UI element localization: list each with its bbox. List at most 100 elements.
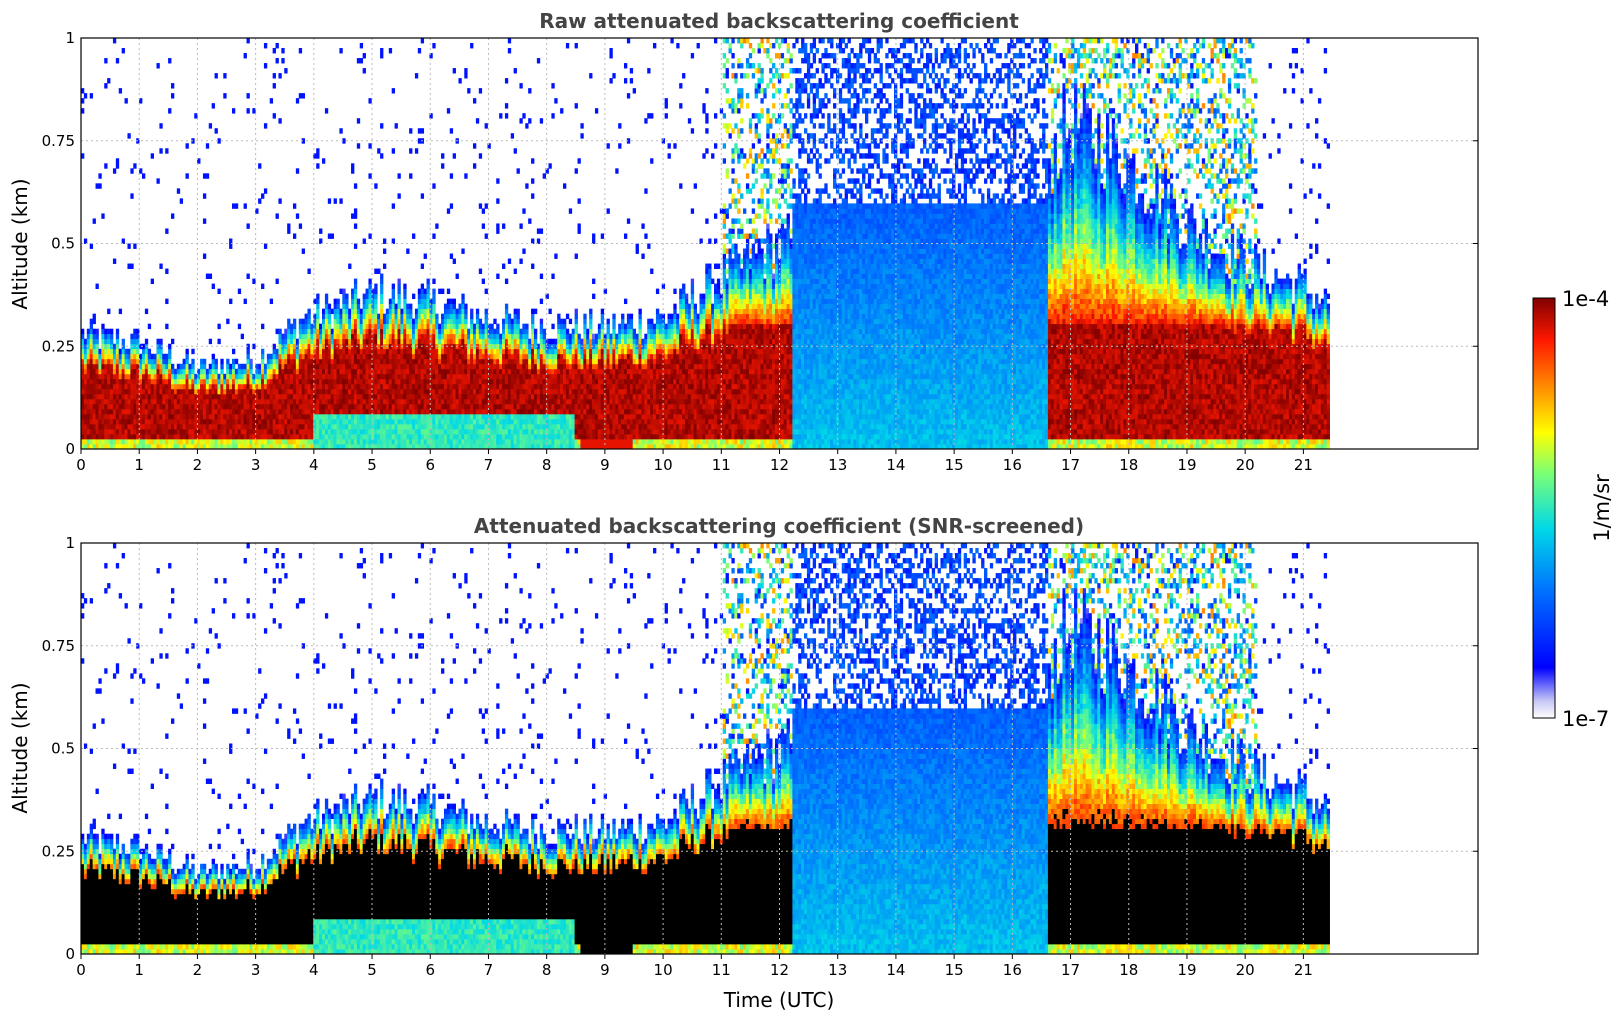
heatmap-cell: [452, 383, 456, 390]
heatmap-cell: [86, 403, 91, 410]
heatmap-cell: [263, 368, 268, 375]
heatmap-cell: [496, 443, 500, 449]
heatmap-cell: [226, 363, 230, 370]
heatmap-cell: [589, 413, 593, 420]
heatmap-cell: [606, 408, 610, 415]
heatmap-cell: [127, 388, 131, 395]
heatmap-cell: [284, 328, 288, 335]
heatmap-cell: [313, 353, 317, 360]
heatmap-cell: [563, 368, 567, 375]
heatmap-cell: [365, 383, 369, 390]
heatmap-cell: [420, 418, 425, 425]
heatmap-cell: [461, 313, 465, 320]
heatmap-cell: [243, 363, 247, 370]
heatmap-cell: [194, 433, 198, 440]
heatmap-cell: [144, 388, 149, 395]
heatmap-cell: [368, 318, 372, 325]
heatmap-cell: [626, 343, 631, 350]
heatmap-cell: [417, 378, 422, 385]
heatmap-cell: [220, 393, 224, 400]
heatmap-cell: [554, 388, 558, 395]
heatmap-cell: [342, 323, 346, 330]
heatmap-cell: [580, 423, 584, 430]
heatmap-cell: [351, 323, 355, 330]
heatmap-cell: [414, 433, 419, 440]
heatmap-cell: [371, 343, 375, 350]
heatmap-cell: [141, 418, 146, 425]
heatmap-cell: [322, 403, 326, 410]
heatmap-cell: [208, 398, 213, 405]
heatmap-cell: [548, 418, 552, 425]
heatmap-cell: [89, 358, 94, 365]
heatmap-cell: [385, 313, 390, 320]
heatmap-cell: [266, 433, 271, 440]
heatmap-cell: [432, 183, 436, 189]
heatmap-cell: [124, 428, 128, 435]
heatmap-cell: [211, 388, 215, 395]
heatmap-cell: [249, 438, 253, 445]
heatmap-cell: [568, 378, 573, 385]
heatmap-cell: [551, 388, 555, 395]
heatmap-cell: [240, 378, 244, 385]
heatmap-cell: [281, 378, 285, 385]
heatmap-cell: [400, 308, 404, 315]
heatmap-cell: [525, 398, 529, 405]
heatmap-cell: [330, 403, 335, 410]
heatmap-cell: [188, 378, 192, 385]
heatmap-cell: [368, 303, 372, 310]
heatmap-cell: [319, 368, 323, 375]
heatmap-cell: [388, 48, 393, 54]
heatmap-cell: [121, 433, 125, 440]
heatmap-cell: [597, 348, 602, 355]
heatmap-cell: [568, 403, 573, 410]
heatmap-cell: [452, 443, 456, 449]
heatmap-cell: [179, 368, 184, 375]
heatmap-cell: [351, 303, 355, 310]
heatmap-cell: [223, 443, 227, 449]
heatmap-cell: [606, 378, 610, 385]
heatmap-cell: [563, 333, 567, 340]
heatmap-cell: [542, 428, 546, 435]
heatmap-cell: [417, 393, 422, 400]
heatmap-cell: [89, 368, 94, 375]
heatmap-cell: [368, 293, 372, 300]
heatmap-cell: [533, 328, 538, 335]
heatmap-cell: [165, 323, 169, 330]
heatmap-cell: [554, 438, 558, 445]
heatmap-cell: [536, 398, 541, 405]
heatmap-cell: [464, 348, 468, 355]
heatmap-cell: [371, 433, 375, 440]
heatmap-cell: [333, 318, 337, 325]
heatmap-cell: [574, 318, 578, 325]
heatmap-cell: [586, 413, 590, 420]
heatmap-cell: [542, 348, 546, 355]
heatmap-cell: [502, 428, 506, 435]
heatmap-cell: [487, 403, 491, 410]
heatmap-cell: [612, 413, 616, 420]
heatmap-cell: [467, 338, 471, 345]
heatmap-cell: [330, 408, 335, 415]
heatmap-cell: [365, 293, 369, 300]
heatmap-cell: [397, 328, 401, 335]
heatmap-cell: [426, 333, 430, 340]
heatmap-cell: [307, 393, 311, 400]
heatmap-cell: [612, 443, 616, 449]
heatmap-cell: [130, 393, 134, 400]
heatmap-cell: [304, 368, 308, 375]
heatmap-cell: [287, 378, 291, 385]
heatmap-cell: [226, 423, 230, 430]
heatmap-cell: [528, 438, 532, 445]
heatmap-cell: [621, 433, 625, 440]
heatmap-cell: [513, 343, 517, 350]
heatmap-cell: [322, 423, 326, 430]
heatmap-cell: [362, 408, 366, 415]
heatmap-cell: [478, 323, 483, 330]
heatmap-cell: [191, 413, 195, 420]
heatmap-cell: [226, 428, 230, 435]
heatmap-cell: [403, 343, 407, 350]
heatmap-cell: [141, 423, 146, 430]
heatmap-cell: [362, 238, 366, 244]
heatmap-cell: [475, 323, 480, 330]
heatmap-cell: [345, 318, 349, 325]
heatmap-cell: [496, 433, 500, 440]
